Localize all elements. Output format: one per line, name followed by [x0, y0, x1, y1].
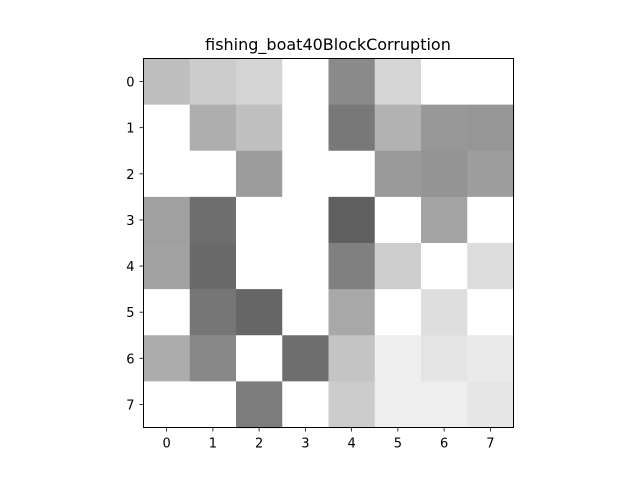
y-tick-label: 3	[126, 214, 134, 229]
heatmap-cell-r5-c3	[282, 289, 330, 336]
heatmap-cell-r7-c6	[421, 381, 468, 429]
heatmap-cell-r3-c4	[328, 196, 376, 244]
heatmap-cell-r1-c3	[282, 104, 330, 152]
x-tick-label: 2	[255, 437, 263, 452]
heatmap-cell-r3-c7	[467, 196, 515, 244]
heatmap-cell-r4-c6	[421, 243, 468, 290]
plot-frame	[143, 58, 514, 428]
heatmap-cell-r7-c5	[374, 381, 422, 429]
heatmap-cell-r5-c0	[143, 289, 191, 336]
heatmap-cell-r2-c4	[328, 150, 376, 198]
y-axis: 0 1 2 3 4 5 6 7	[126, 76, 144, 413]
heatmap-cell-r6-c3	[282, 335, 330, 382]
y-tick-label: 7	[126, 398, 134, 413]
heatmap-cell-r7-c4	[328, 381, 376, 429]
heatmap-cell-r5-c6	[421, 289, 468, 336]
heatmap-cell-r0-c1	[189, 58, 237, 106]
heatmap-cell-r0-c7	[467, 58, 515, 106]
heatmap-cell-r1-c2	[236, 104, 283, 152]
heatmap-cell-r1-c4	[328, 104, 376, 152]
y-tick-label: 4	[126, 260, 134, 275]
heatmap-cell-r3-c0	[143, 196, 191, 244]
heatmap-cell-r6-c7	[467, 335, 515, 382]
x-tick-label: 7	[486, 437, 494, 452]
heatmap-cell-r4-c0	[143, 243, 191, 290]
heatmap-cell-r6-c4	[328, 335, 376, 382]
heatmap-cell-r6-c5	[374, 335, 422, 382]
heatmap-cell-r3-c5	[374, 196, 422, 244]
heatmap-cell-r3-c6	[421, 196, 468, 244]
heatmap-cell-r1-c6	[421, 104, 468, 152]
y-tick-label: 5	[126, 306, 134, 321]
heatmap-cell-r7-c7	[467, 381, 515, 429]
heatmap-cell-r4-c5	[374, 243, 422, 290]
heatmap-cell-r1-c7	[467, 104, 515, 152]
x-tick-label: 1	[209, 437, 217, 452]
heatmap-cell-r5-c4	[328, 289, 376, 336]
heatmap-cell-r4-c1	[189, 243, 237, 290]
heatmap-cell-r2-c5	[374, 150, 422, 198]
heatmap-cell-r5-c5	[374, 289, 422, 336]
x-tick-label: 0	[162, 437, 170, 452]
x-tick-label: 5	[394, 437, 402, 452]
heatmap-cell-r4-c3	[282, 243, 330, 290]
heatmap-cells	[143, 58, 515, 429]
heatmap-cell-r0-c0	[143, 58, 191, 106]
heatmap-cell-r7-c0	[143, 381, 191, 429]
heatmap-cell-r2-c3	[282, 150, 330, 198]
heatmap-cell-r5-c2	[236, 289, 283, 336]
heatmap-cell-r1-c1	[189, 104, 237, 152]
heatmap-cell-r7-c1	[189, 381, 237, 429]
heatmap-cell-r5-c7	[467, 289, 515, 336]
heatmap-cell-r2-c1	[189, 150, 237, 198]
heatmap-cell-r6-c1	[189, 335, 237, 382]
heatmap-cell-r2-c6	[421, 150, 468, 198]
heatmap-cell-r2-c7	[467, 150, 515, 198]
heatmap-cell-r7-c2	[236, 381, 283, 429]
y-tick-label: 0	[126, 76, 134, 91]
heatmap-cell-r0-c6	[421, 58, 468, 106]
heatmap-cell-r1-c5	[374, 104, 422, 152]
heatmap-cell-r6-c6	[421, 335, 468, 382]
x-tick-label: 4	[347, 437, 355, 452]
heatmap-cell-r0-c5	[374, 58, 422, 106]
heatmap-cell-r7-c3	[282, 381, 330, 429]
heatmap-cell-r0-c2	[236, 58, 283, 106]
x-axis: 0 1 2 3 4 5 6 7	[162, 427, 495, 452]
heatmap-cell-r4-c4	[328, 243, 376, 290]
heatmap-cell-r0-c4	[328, 58, 376, 106]
heatmap-cell-r6-c2	[236, 335, 283, 382]
heatmap-cell-r3-c2	[236, 196, 283, 244]
y-tick-label: 1	[126, 122, 134, 137]
y-tick-label: 6	[126, 352, 134, 367]
heatmap-cell-r2-c0	[143, 150, 191, 198]
heatmap-cell-r3-c1	[189, 196, 237, 244]
heatmap-cell-r6-c0	[143, 335, 191, 382]
heatmap-cell-r2-c2	[236, 150, 283, 198]
heatmap-cell-r1-c0	[143, 104, 191, 152]
chart-title: fishing_boat40BlockCorruption	[205, 35, 451, 55]
heatmap-cell-r4-c7	[467, 243, 515, 290]
x-tick-label: 3	[301, 437, 309, 452]
heatmap-cell-r4-c2	[236, 243, 283, 290]
heatmap-cell-r5-c1	[189, 289, 237, 336]
heatmap-cell-r3-c3	[282, 196, 330, 244]
x-tick-label: 6	[440, 437, 448, 452]
y-tick-label: 2	[126, 168, 134, 183]
heatmap-cell-r0-c3	[282, 58, 330, 106]
